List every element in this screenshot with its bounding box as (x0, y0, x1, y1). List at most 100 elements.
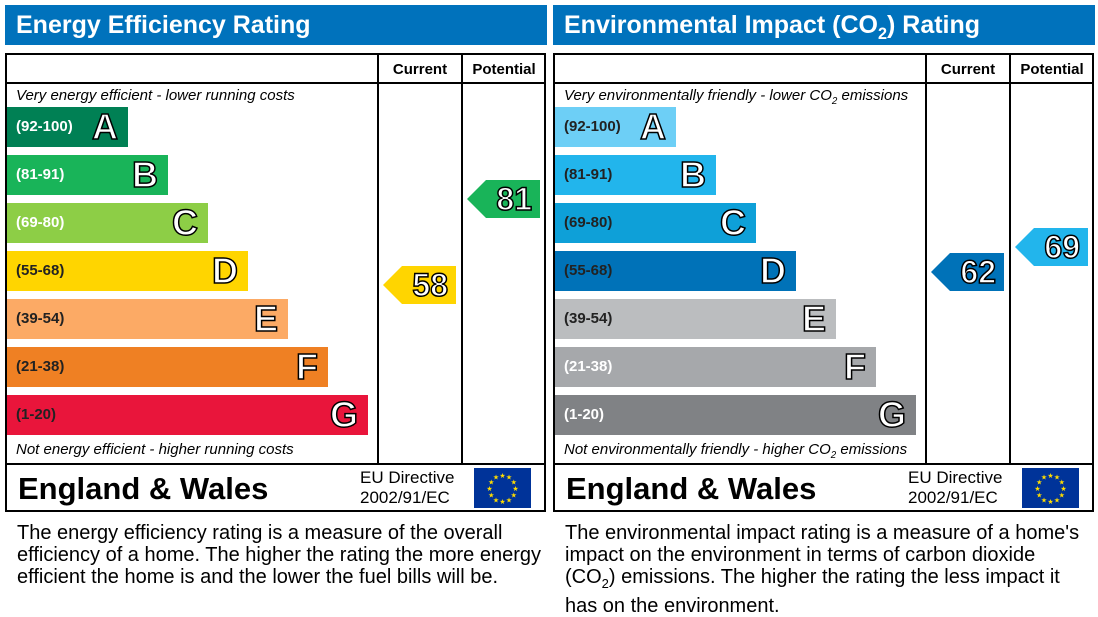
band-range: (81-91) (564, 166, 613, 183)
band-range: (81-91) (16, 166, 65, 183)
chart-title: Environmental Impact (CO2) Rating (553, 5, 1095, 45)
arrow-shape (931, 252, 1004, 291)
current-rating-arrow: 58 (383, 266, 456, 305)
description: The energy efficiency rating is a measur… (17, 522, 542, 588)
band-bar-F: (21-38) F (7, 346, 328, 388)
arrow-shape (467, 179, 540, 218)
band-range: (1-20) (564, 406, 605, 423)
eu-directive: EU Directive 2002/91/EC (908, 468, 1002, 508)
svg-text:★: ★ (506, 496, 512, 504)
band-letter: B (131, 154, 159, 196)
column-header-potential: Potential (472, 61, 536, 78)
band-range: (55-68) (564, 262, 613, 279)
column-header-potential: Potential (1020, 61, 1084, 78)
top-note: Very energy efficient - lower running co… (16, 87, 295, 104)
band-letter: D (759, 250, 787, 292)
band-range: (39-54) (564, 310, 613, 327)
band-range: (69-80) (564, 214, 613, 231)
svg-text:★: ★ (1041, 496, 1047, 504)
svg-text:★: ★ (493, 496, 499, 504)
band-bar-B: (81-91) B (7, 154, 168, 196)
band-letter: C (171, 202, 199, 244)
directive-line-2: 2002/91/EC (908, 488, 998, 507)
band-range: (92-100) (564, 118, 621, 135)
arrow-shape (1015, 228, 1088, 266)
band-letter: C (719, 202, 747, 244)
footer-divider (7, 463, 544, 465)
potential-rating-value: 69 (1044, 228, 1081, 266)
current-rating-value: 62 (960, 253, 997, 291)
description: The environmental impact rating is a mea… (565, 522, 1080, 617)
svg-text:★: ★ (1054, 474, 1060, 482)
footer-divider (555, 463, 1092, 465)
band-range: (1-20) (16, 406, 57, 423)
svg-text:★: ★ (488, 479, 494, 487)
svg-text:★: ★ (486, 485, 492, 493)
svg-text:★: ★ (1059, 479, 1065, 487)
column-divider (1009, 55, 1011, 465)
band-letter: A (91, 106, 119, 148)
svg-text:★: ★ (1034, 485, 1040, 493)
band-letter: D (211, 250, 239, 292)
svg-text:★: ★ (1036, 492, 1042, 500)
eu-flag-icon: ★ ★ ★ ★ ★ ★ ★ ★ ★ ★ ★ ★ (1022, 468, 1079, 508)
region-label: England & Wales (566, 471, 817, 506)
arrow-shape (383, 266, 456, 305)
rating-table: Current Potential Very energy efficient - … (5, 53, 546, 512)
region-label: England & Wales (18, 471, 269, 506)
band-range: (92-100) (16, 118, 73, 135)
band-letter: A (639, 106, 667, 148)
band-bar-D: (55-68) D (7, 250, 248, 292)
chart-panel-1: Environmental Impact (CO2) Rating Current… (548, 0, 1096, 617)
band-range: (55-68) (16, 262, 65, 279)
top-note: Very environmentally friendly - lower CO… (564, 87, 909, 107)
svg-text:★: ★ (512, 485, 518, 493)
column-divider (461, 55, 463, 465)
band-letter: F (295, 346, 319, 388)
bottom-note: Not environmentally friendly - higher CO… (564, 441, 908, 461)
band-bar-D: (55-68) D (555, 250, 796, 292)
band-bar-E: (39-54) E (7, 298, 288, 340)
header-divider (7, 82, 544, 84)
svg-text:★: ★ (1041, 474, 1047, 482)
svg-text:★: ★ (1047, 472, 1053, 480)
svg-text:★: ★ (1059, 492, 1065, 500)
directive-line-1: EU Directive (360, 468, 455, 487)
potential-rating-value: 81 (496, 180, 533, 218)
chart-title: Energy Efficiency Rating (5, 5, 547, 45)
column-divider (377, 55, 379, 465)
band-bar-G: (1-20) G (7, 394, 368, 436)
band-range: (21-38) (564, 358, 613, 375)
column-divider (925, 55, 927, 465)
current-rating-value: 58 (412, 267, 449, 305)
column-header-current: Current (940, 61, 996, 78)
potential-rating-arrow: 81 (467, 179, 540, 218)
eu-directive: EU Directive 2002/91/EC (360, 468, 454, 508)
rating-table: Current Potential Very environmentally fri… (553, 53, 1094, 512)
svg-text:★: ★ (511, 479, 517, 487)
bottom-note: Not energy efficient - higher running co… (16, 441, 294, 458)
svg-text:★: ★ (499, 472, 505, 480)
svg-text:★: ★ (1047, 498, 1053, 506)
svg-text:★: ★ (1060, 485, 1066, 493)
band-bar-F: (21-38) F (555, 346, 876, 387)
header-divider (555, 82, 1092, 84)
band-bar-B: (81-91) B (555, 154, 716, 195)
band-bar-A: (92-100) A (555, 106, 676, 148)
svg-text:★: ★ (506, 474, 512, 482)
band-letter: G (329, 394, 359, 436)
band-letter: E (253, 298, 279, 340)
svg-text:★: ★ (488, 492, 494, 500)
chart-panel-0: Energy Efficiency Rating Current Potential… (0, 0, 548, 613)
band-bar-C: (69-80) C (555, 202, 756, 244)
svg-text:★: ★ (1054, 496, 1060, 504)
eu-flag-icon: ★ ★ ★ ★ ★ ★ ★ ★ ★ ★ ★ ★ (474, 468, 531, 508)
band-range: (39-54) (16, 310, 65, 327)
band-bar-C: (69-80) C (7, 202, 208, 244)
current-rating-arrow: 62 (931, 252, 1004, 291)
svg-text:★: ★ (1036, 479, 1042, 487)
band-letter: G (877, 394, 907, 436)
band-range: (69-80) (16, 214, 65, 231)
band-bar-E: (39-54) E (555, 298, 836, 339)
column-header-current: Current (392, 61, 448, 78)
